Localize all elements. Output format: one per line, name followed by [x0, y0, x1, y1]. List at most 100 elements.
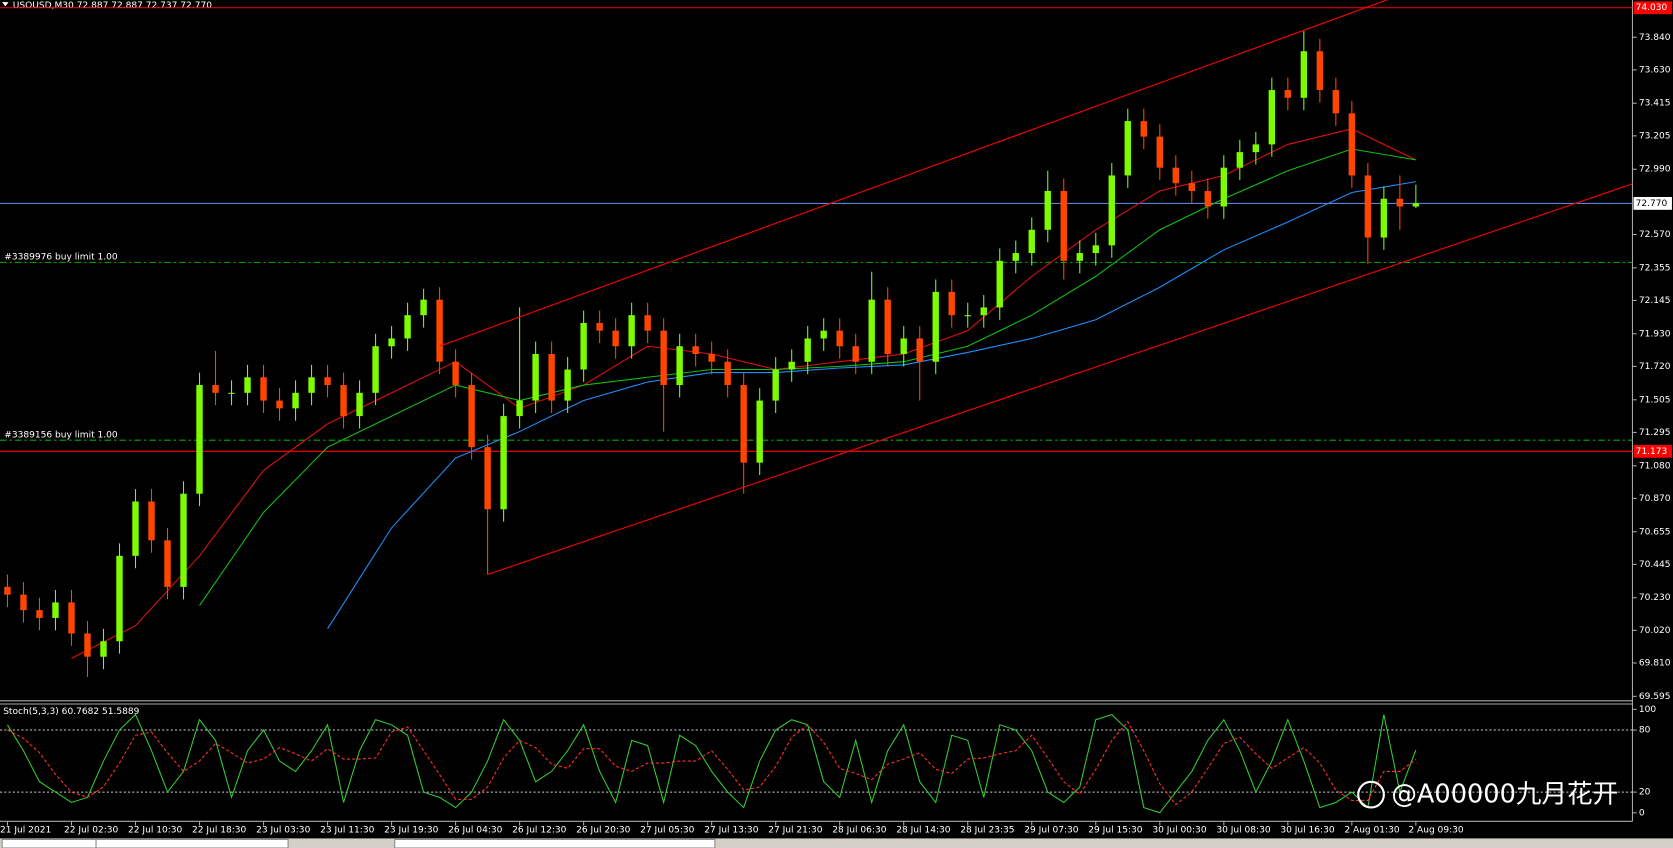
candle-body	[164, 540, 171, 587]
candle-body	[1156, 136, 1163, 168]
price-label: 72.770	[1636, 199, 1668, 209]
x-tick-label: 30 Jul 00:30	[1152, 825, 1207, 835]
x-tick-label: 22 Jul 02:30	[64, 825, 119, 835]
candle-body	[804, 338, 811, 362]
candle-body	[468, 385, 475, 448]
x-tick-label: 23 Jul 03:30	[256, 825, 311, 835]
price-label: 74.030	[1636, 3, 1668, 13]
candle-body	[948, 291, 955, 316]
x-tick-label: 22 Jul 18:30	[192, 825, 247, 835]
x-tick-label: 23 Jul 11:30	[320, 825, 375, 835]
y-tick-label: 0	[1639, 808, 1645, 818]
candle-body	[484, 447, 491, 510]
tab[interactable]	[1, 838, 97, 848]
y-tick-label: 72.355	[1639, 263, 1671, 273]
y-tick-label: 71.295	[1639, 428, 1671, 438]
y-tick-label: 71.720	[1639, 362, 1671, 372]
candle-body	[756, 400, 763, 463]
y-tick-label: 20	[1639, 788, 1651, 798]
candle-body	[1108, 175, 1115, 246]
candle-body	[1396, 198, 1404, 207]
y-tick-label: 72.145	[1639, 296, 1671, 306]
price-label: 71.173	[1636, 447, 1668, 457]
stochastic-main	[7, 713, 1417, 814]
trend-channel-line	[487, 183, 1633, 576]
y-tick-label: 71.505	[1639, 395, 1671, 405]
candle-body	[436, 299, 443, 362]
candle-body	[980, 307, 987, 316]
x-tick-label: 28 Jul 14:30	[896, 825, 951, 835]
y-tick-label: 70.230	[1639, 593, 1671, 603]
x-tick-label: 26 Jul 04:30	[448, 825, 503, 835]
x-tick-label: 2 Aug 09:30	[1408, 825, 1463, 835]
candle-body	[964, 315, 971, 317]
candle-body	[996, 260, 1003, 308]
candle-body	[788, 361, 795, 370]
candle-body	[692, 346, 699, 354]
candle-body	[1092, 245, 1099, 254]
candle-body	[1236, 152, 1244, 168]
candle-body	[212, 385, 219, 393]
candle-body	[340, 385, 347, 417]
candle-body	[1028, 229, 1035, 254]
candle-body	[532, 353, 539, 401]
candle-body	[596, 322, 603, 331]
candle-body	[52, 602, 59, 618]
x-tick-label: 27 Jul 13:30	[704, 825, 759, 835]
x-tick-label: 22 Jul 10:30	[128, 825, 183, 835]
candle-body	[1268, 90, 1276, 145]
candle-body	[1060, 190, 1067, 261]
x-tick-label: 30 Jul 16:30	[1280, 825, 1335, 835]
candle-body	[708, 353, 715, 362]
candle-body	[884, 299, 891, 354]
stochastic-panel	[0, 713, 1633, 814]
candle-body	[1220, 167, 1228, 207]
candle-body	[868, 299, 875, 362]
x-tick-label: 23 Jul 19:30	[384, 825, 439, 835]
x-tick-label: 30 Jul 08:30	[1216, 825, 1271, 835]
menu-arrow[interactable]	[2, 2, 9, 7]
candle-body	[1044, 190, 1051, 230]
x-tick-label: 27 Jul 21:30	[768, 825, 823, 835]
candle-body	[772, 369, 779, 401]
y-tick-label: 73.205	[1639, 131, 1671, 141]
main-panel: #3389976 buy limit 1.00 #3389156 buy limi…	[0, 0, 1633, 677]
scrollbar[interactable]	[394, 838, 716, 848]
candle-body	[148, 501, 155, 541]
order-label: #3389156 buy limit 1.00	[4, 430, 118, 440]
candle-body	[1252, 144, 1260, 153]
candle-body	[84, 633, 91, 657]
candle-body	[388, 338, 395, 347]
candle-body	[276, 400, 283, 409]
candle-body	[1284, 90, 1292, 98]
candle-body	[1188, 183, 1195, 191]
candle-body	[900, 338, 907, 354]
watermark: @A00000九月花开	[1391, 780, 1618, 810]
x-tick-label: 2 Aug 01:30	[1344, 825, 1399, 835]
x-tick-label: 28 Jul 23:35	[960, 825, 1014, 835]
candle-body	[132, 501, 139, 556]
price-label-box	[1633, 444, 1672, 458]
x-tick-label: 29 Jul 15:30	[1088, 825, 1143, 835]
candle-body	[420, 299, 427, 316]
candle-body	[580, 322, 587, 370]
y-tick-label: 69.595	[1639, 692, 1671, 702]
candle-body	[1076, 253, 1083, 261]
tab[interactable]	[95, 838, 289, 848]
candle-body	[612, 330, 619, 347]
candle-body	[548, 353, 555, 401]
y-tick-label: 69.810	[1639, 658, 1671, 668]
candle-body	[660, 330, 667, 386]
watermark-logo	[1357, 780, 1385, 809]
candle-body	[1124, 121, 1131, 176]
x-tick-label: 29 Jul 07:30	[1024, 825, 1079, 835]
candle-body	[516, 400, 523, 417]
candle-body	[292, 392, 299, 409]
y-tick-label: 100	[1639, 705, 1657, 715]
candle-body	[36, 610, 43, 618]
candle-body	[564, 369, 571, 401]
tab-bar	[0, 838, 1673, 848]
candle-body	[228, 392, 235, 394]
